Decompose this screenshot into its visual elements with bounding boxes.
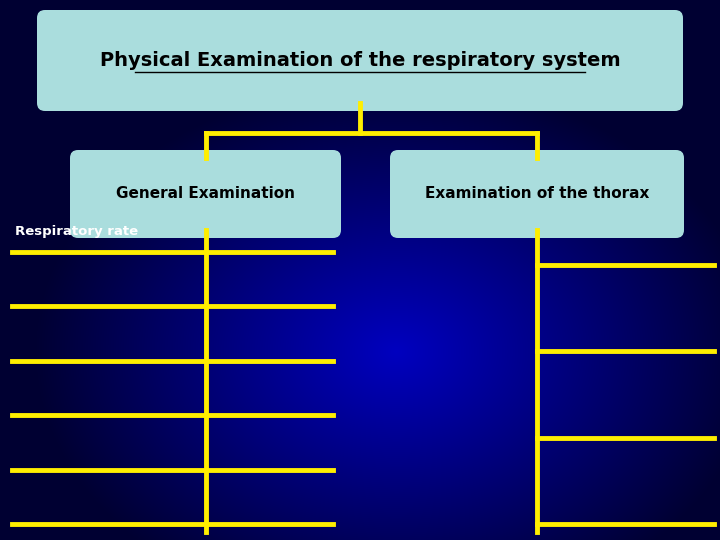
Text: Respiratory rate: Respiratory rate <box>15 226 138 239</box>
FancyBboxPatch shape <box>70 150 341 238</box>
Text: Physical Examination of the respiratory system: Physical Examination of the respiratory … <box>99 51 621 70</box>
FancyBboxPatch shape <box>37 10 683 111</box>
FancyBboxPatch shape <box>390 150 684 238</box>
Text: General Examination: General Examination <box>116 186 295 201</box>
Text: Examination of the thorax: Examination of the thorax <box>425 186 649 201</box>
